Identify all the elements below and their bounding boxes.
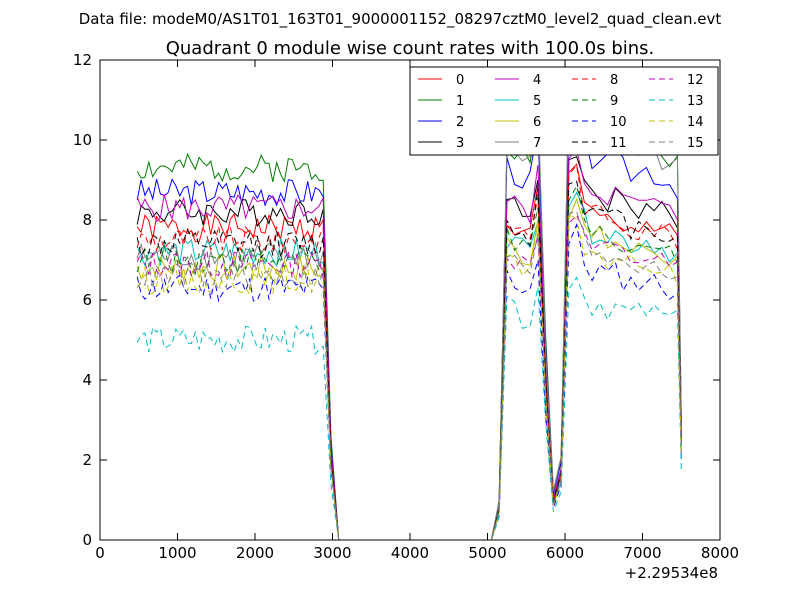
legend-label-7: 7 bbox=[533, 136, 541, 151]
y-tick-label: 10 bbox=[73, 131, 92, 149]
legend-label-13: 13 bbox=[687, 94, 704, 109]
x-tick-label: 6000 bbox=[546, 544, 584, 562]
legend-label-10: 10 bbox=[610, 115, 627, 130]
series-line-12 bbox=[136, 214, 682, 540]
legend-label-3: 3 bbox=[456, 136, 464, 151]
legend-label-2: 2 bbox=[456, 115, 464, 130]
x-tick-label: 2000 bbox=[236, 544, 274, 562]
y-tick-label: 0 bbox=[82, 531, 92, 549]
series-line-5 bbox=[136, 191, 682, 540]
legend-label-15: 15 bbox=[687, 136, 704, 151]
x-tick-label: 1000 bbox=[158, 544, 196, 562]
chart-title: Quadrant 0 module wise count rates with … bbox=[166, 38, 655, 59]
x-offset-label: +2.29534e8 bbox=[625, 564, 718, 582]
series-line-14 bbox=[136, 213, 682, 540]
legend-label-1: 1 bbox=[456, 94, 464, 109]
series-line-15 bbox=[136, 211, 682, 540]
ticks-layer: 0 1000 2000 3000 4000 5000 6000 7000 80000246810… bbox=[73, 51, 739, 562]
y-tick-label: 2 bbox=[82, 451, 92, 469]
series-line-10 bbox=[136, 223, 682, 540]
legend-label-5: 5 bbox=[533, 94, 541, 109]
series-line-8 bbox=[136, 164, 682, 540]
legend-label-12: 12 bbox=[687, 73, 704, 88]
y-tick-label: 6 bbox=[82, 291, 92, 309]
y-tick-label: 8 bbox=[82, 211, 92, 229]
legend-label-8: 8 bbox=[610, 73, 618, 88]
legend-label-11: 11 bbox=[610, 136, 627, 151]
series-layer bbox=[136, 67, 682, 540]
x-tick-label: 7000 bbox=[623, 544, 661, 562]
series-line-4 bbox=[136, 148, 682, 540]
chart-suptitle: Data file: modeM0/AS1T01_163T01_90000011… bbox=[79, 10, 722, 29]
x-tick-label: 5000 bbox=[468, 544, 506, 562]
legend-box bbox=[409, 66, 719, 156]
series-line-11 bbox=[136, 180, 682, 540]
legend-label-14: 14 bbox=[687, 115, 704, 130]
x-tick-label: 3000 bbox=[313, 544, 351, 562]
y-tick-label: 4 bbox=[82, 371, 92, 389]
legend-label-4: 4 bbox=[533, 73, 541, 88]
x-tick-label: 0 bbox=[95, 544, 105, 562]
x-tick-label: 4000 bbox=[391, 544, 429, 562]
legend-label-9: 9 bbox=[610, 94, 618, 109]
legend-label-6: 6 bbox=[533, 115, 541, 130]
x-tick-label: 8000 bbox=[701, 544, 739, 562]
series-line-13 bbox=[136, 276, 682, 540]
y-tick-label: 12 bbox=[73, 51, 92, 69]
legend-label-0: 0 bbox=[456, 73, 464, 88]
